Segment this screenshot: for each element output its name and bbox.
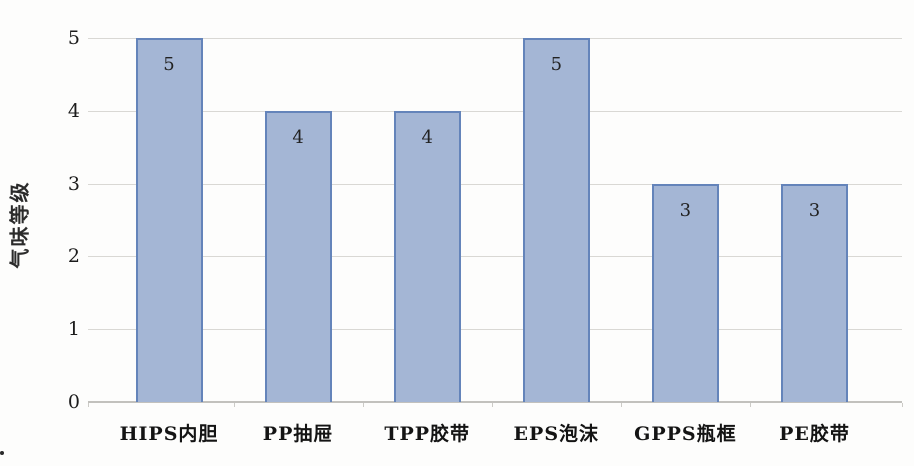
category-label-EPS泡沫: EPS泡沫 [513,423,600,445]
gridline-y-2 [88,256,902,258]
category-label-GPPS瓶框: GPPS瓶框 [634,423,737,445]
x-axis-tick [233,403,235,407]
scan-artifact-dot [0,451,4,455]
bar-GPPS瓶框: 3 [651,183,719,402]
y-tick-label-4: 4 [67,99,80,122]
y-tick-label-3: 3 [67,172,80,195]
y-tick-label-1: 1 [67,318,80,341]
category-label-TPP胶带: TPP胶带 [384,423,471,445]
bar-value-label: 5 [163,54,175,75]
bar-value-label: 3 [679,199,692,221]
gridline-y-3 [88,183,902,185]
category-label-PE胶带: PE胶带 [779,423,850,445]
x-axis-tick [749,403,751,407]
bar-value-label: 4 [292,126,304,148]
y-tick-label-2: 2 [67,245,80,268]
y-tick-label-5: 5 [67,27,80,49]
category-label-PP抽屉: PP抽屉 [262,423,334,445]
category-label-HIPS内胆: HIPS内胆 [119,423,219,445]
bar-PE胶带: 3 [781,183,848,402]
bar-value-label: 3 [808,199,821,221]
gridline-y-1 [88,329,902,331]
bar-PP抽屉: 4 [264,110,332,402]
x-axis-tick [491,403,493,407]
y-axis-title: 气味等级 [7,180,32,269]
x-axis-tick [362,403,364,407]
bar-TPP胶带: 4 [393,110,461,402]
x-axis-tick [620,403,622,407]
x-axis-line [88,401,902,403]
gridline-y-4 [88,110,902,112]
bar-value-label: 4 [421,126,433,148]
bar-EPS泡沫: 5 [522,38,590,402]
gridline-y-5 [88,38,902,39]
y-tick-label-0: 0 [67,391,80,413]
x-axis-tick [902,403,903,407]
bar-value-label: 5 [550,54,563,75]
bar-HIPS内胆: 5 [135,38,203,402]
x-axis-tick [88,403,89,407]
